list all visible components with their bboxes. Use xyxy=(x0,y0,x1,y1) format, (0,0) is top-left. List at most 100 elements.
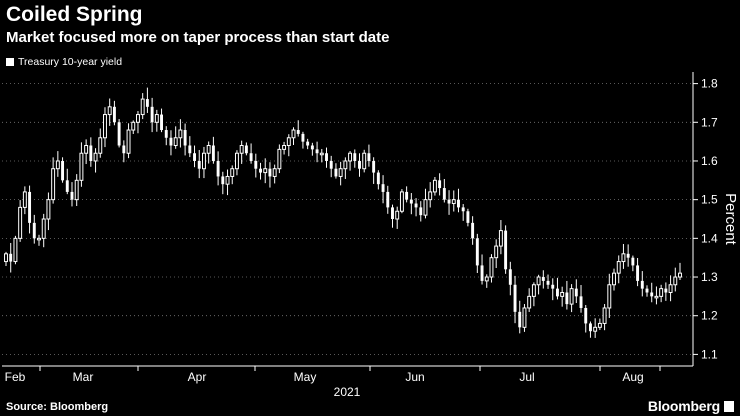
candle-body xyxy=(254,160,258,169)
candle-body xyxy=(178,129,183,139)
candle-body xyxy=(678,272,682,278)
candle-body xyxy=(140,98,145,116)
y-tick-label: 1.3 xyxy=(701,270,718,284)
candle-body xyxy=(405,191,409,200)
candle-body xyxy=(22,191,27,208)
candle-body xyxy=(32,222,36,239)
candle-body xyxy=(348,152,353,162)
candle-body xyxy=(602,307,607,324)
y-tick-label: 1.2 xyxy=(701,309,718,323)
y-tick-label: 1.4 xyxy=(701,231,718,245)
candle-body xyxy=(117,122,121,146)
candle-body xyxy=(107,106,112,116)
candle-body xyxy=(18,206,23,239)
candle-body xyxy=(306,141,310,146)
candle-body xyxy=(616,261,621,274)
candle-body xyxy=(376,172,380,185)
x-tick-label-jul: Jul xyxy=(519,370,534,384)
candle-body xyxy=(268,168,272,177)
candle-body xyxy=(650,292,654,297)
brand-icon xyxy=(724,401,734,412)
candle-body xyxy=(70,191,74,200)
y-tick-label: 1.7 xyxy=(701,115,718,129)
candle-body xyxy=(277,148,282,170)
candle-body xyxy=(432,179,437,193)
candle-body xyxy=(234,152,239,170)
candle-body xyxy=(126,129,131,154)
legend-label: Treasury 10-year yield xyxy=(18,56,123,68)
candle-body xyxy=(131,121,136,131)
candle-body xyxy=(395,210,400,220)
candle-body xyxy=(409,199,413,204)
candle-body xyxy=(319,152,324,156)
candle-body xyxy=(522,307,527,328)
candle-body xyxy=(555,288,559,297)
candle-body xyxy=(546,280,550,285)
candle-body xyxy=(673,276,678,286)
x-tick-label-may: May xyxy=(294,370,317,384)
y-tick-label: 1.1 xyxy=(701,347,718,361)
x-tick-label-jun: Jun xyxy=(405,370,424,384)
candle-body xyxy=(221,176,225,185)
candle-body xyxy=(475,238,479,266)
candle-body xyxy=(160,114,163,131)
candle-body xyxy=(296,130,300,134)
candle-body xyxy=(494,245,499,259)
candle-body xyxy=(527,295,532,309)
candle-body xyxy=(112,106,116,123)
chart-title: Coiled Spring xyxy=(6,3,143,26)
y-tick-label: 1.6 xyxy=(701,154,718,168)
candle-body xyxy=(65,180,69,192)
candle-body xyxy=(37,237,41,241)
candle-body xyxy=(28,191,32,223)
source-note: Source: Bloomberg xyxy=(6,401,109,413)
candle-body xyxy=(654,295,659,299)
candle-body xyxy=(244,145,248,154)
candle-body xyxy=(230,168,235,177)
candle-body xyxy=(508,269,512,285)
candle-body xyxy=(447,199,451,204)
candle-body xyxy=(645,288,649,293)
candle-body xyxy=(259,168,262,173)
candle-body xyxy=(79,152,84,181)
y-tick-label: 1.5 xyxy=(701,193,718,207)
candle-body xyxy=(372,160,376,173)
candle-body xyxy=(206,145,211,154)
candle-body xyxy=(607,284,612,309)
candle-body xyxy=(154,114,159,123)
candle-body xyxy=(471,222,475,239)
legend: Treasury 10-year yield xyxy=(6,56,122,68)
candle-body xyxy=(173,137,178,146)
candle-body xyxy=(451,199,456,205)
candle-body xyxy=(164,130,168,138)
candle-body xyxy=(551,284,555,289)
candle-body xyxy=(358,160,361,169)
candle-body xyxy=(211,145,215,161)
candle-body xyxy=(193,153,196,161)
candle-body xyxy=(13,237,18,263)
x-tick-label-apr: Apr xyxy=(188,370,207,384)
candle-body xyxy=(286,137,291,146)
candle-body xyxy=(419,207,423,216)
candle-body xyxy=(46,199,51,220)
candle-body xyxy=(668,284,673,293)
candle-body xyxy=(93,152,98,162)
candle-body xyxy=(560,292,565,297)
candle-body xyxy=(310,145,314,150)
candle-body xyxy=(664,288,668,293)
y-tick-label: 1.8 xyxy=(701,77,718,91)
candle-body xyxy=(225,175,230,185)
legend-swatch xyxy=(6,58,14,66)
candle-body xyxy=(621,253,626,263)
candle-body xyxy=(569,288,574,305)
candle-body xyxy=(579,296,583,308)
candle-body xyxy=(414,203,418,208)
candles xyxy=(4,87,682,338)
candle-body xyxy=(574,288,578,297)
candle-body xyxy=(438,180,442,189)
x-tick-label-aug: Aug xyxy=(622,370,643,384)
candle-body xyxy=(504,230,508,270)
candle-body xyxy=(518,311,522,328)
candle-body xyxy=(531,284,536,297)
